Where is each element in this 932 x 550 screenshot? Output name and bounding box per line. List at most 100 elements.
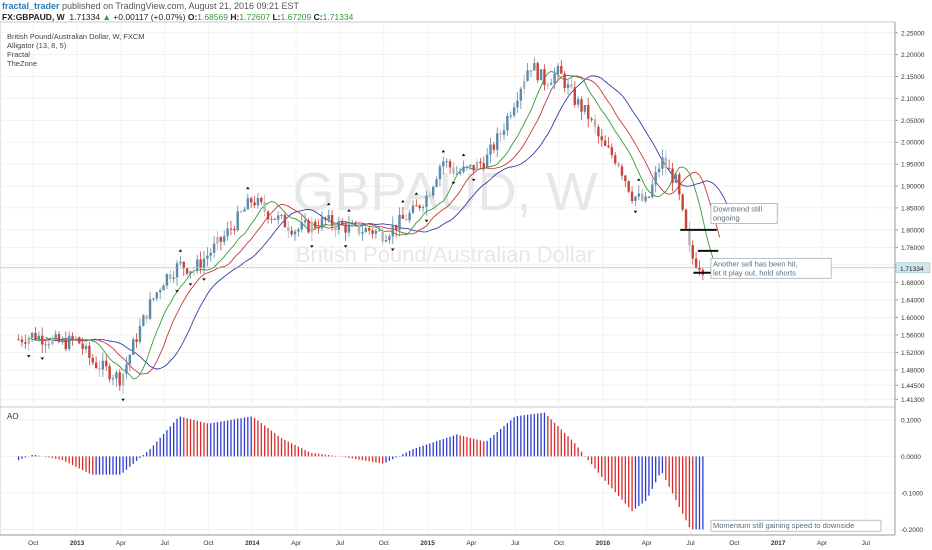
candle-body <box>448 161 452 168</box>
candle-body <box>415 205 418 207</box>
candle-body <box>637 193 641 197</box>
candle-body <box>603 140 607 146</box>
candle-body <box>320 217 324 229</box>
author-link[interactable]: fractal_trader <box>2 1 60 11</box>
current-price-label: 1.71334 <box>900 266 924 273</box>
fractal-up-marker <box>246 186 250 190</box>
candle-body <box>640 193 644 201</box>
time-tick-label: Oct <box>203 540 213 547</box>
alligator-lips <box>28 70 714 380</box>
candle-body <box>47 344 51 346</box>
fractal-up-marker <box>637 178 641 181</box>
candle-body <box>425 195 428 207</box>
price-tick-label: 1.44500 <box>901 383 925 390</box>
candle-body <box>260 197 263 203</box>
candle-body <box>74 337 78 340</box>
candle-body <box>216 236 219 244</box>
candle-body <box>105 360 108 367</box>
candle-body <box>236 211 239 231</box>
candle-body <box>698 267 701 270</box>
candle-body <box>91 357 94 363</box>
candle-body <box>192 270 196 272</box>
candle-body <box>165 274 169 286</box>
candle-body <box>226 228 229 237</box>
annotation-text: ongoing <box>713 214 740 223</box>
candle-body <box>307 220 310 233</box>
time-tick-label: 2017 <box>771 540 786 547</box>
candle-body <box>418 205 421 209</box>
candle-body <box>553 73 556 84</box>
price-tick-label: 1.64000 <box>901 297 925 304</box>
candle-body <box>330 215 334 226</box>
fractal-down-marker <box>451 181 456 185</box>
open-value: 1.68569 <box>197 12 229 22</box>
candle-body <box>229 228 233 230</box>
ao-title: AO <box>7 412 19 421</box>
candle-body <box>469 164 472 167</box>
candle-body <box>88 345 91 358</box>
time-tick-label: Apr <box>116 540 127 547</box>
candle-body <box>78 337 81 344</box>
fractal-down-marker <box>471 178 476 182</box>
candle-body <box>610 147 614 156</box>
candle-body <box>256 197 260 206</box>
candle-body <box>67 335 71 350</box>
candle-body <box>475 161 479 171</box>
candle-body <box>556 65 560 74</box>
candle-body <box>212 243 216 253</box>
publish-info: published on TradingView.com, August 21,… <box>59 1 300 11</box>
price-tick-label: 1.68000 <box>901 280 925 287</box>
legend: British Pound/Australian Dollar, W, FXCM… <box>7 32 145 68</box>
candle-body <box>533 63 536 71</box>
legend-entry: TheZone <box>7 59 37 68</box>
price-tick-label: 1.60000 <box>901 315 925 322</box>
candle-body <box>283 214 287 228</box>
candle-body <box>566 84 570 88</box>
candle-body <box>138 326 142 342</box>
candle-body <box>570 84 573 88</box>
price-tick-label: 2.10000 <box>901 96 925 103</box>
candle-body <box>17 339 20 341</box>
candle-body <box>452 167 455 174</box>
time-tick-label: 2016 <box>596 540 611 547</box>
candle-body <box>587 105 590 119</box>
candle-body <box>384 240 388 242</box>
candle-body <box>199 259 202 268</box>
candle-body <box>162 285 165 291</box>
candle-body <box>445 161 448 163</box>
symbol-label: FX:GBPAUD, W <box>2 12 65 22</box>
legend-entry: Fractal <box>7 50 30 59</box>
candle-body <box>155 292 159 299</box>
candle-body <box>361 232 364 234</box>
candle-body <box>334 225 337 230</box>
time-tick-label: Apr <box>642 540 653 547</box>
price-tick-label: 1.41300 <box>901 397 925 404</box>
low-label: L: <box>272 12 281 22</box>
candle-body <box>549 83 553 85</box>
candle-body <box>297 229 300 232</box>
candle-body <box>357 223 361 234</box>
candle-body <box>374 230 378 234</box>
candle-body <box>64 339 67 350</box>
candle-body <box>135 339 138 342</box>
candle-body <box>472 164 475 171</box>
candle-body <box>344 224 347 233</box>
candle-body <box>688 228 691 246</box>
candle-body <box>664 157 667 169</box>
candle-body <box>590 118 593 120</box>
annotation-text: let it play out, hold shorts <box>713 268 796 277</box>
candle-body <box>624 175 627 182</box>
candle-body <box>651 184 654 198</box>
candle-body <box>51 338 54 345</box>
candle-body <box>179 261 182 264</box>
fractal-down-marker <box>188 283 193 286</box>
candle-body <box>71 335 74 340</box>
candle-body <box>523 80 526 89</box>
alligator-lines <box>28 70 731 380</box>
time-tick-label: 2013 <box>70 540 85 547</box>
candle-body <box>671 168 674 183</box>
candle-body <box>634 196 637 202</box>
candle-body <box>405 218 408 221</box>
